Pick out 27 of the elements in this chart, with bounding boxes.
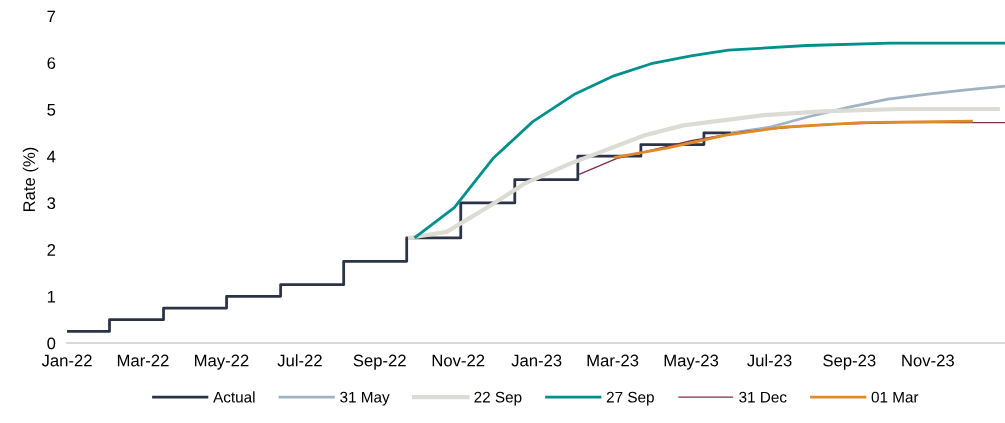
legend-label: 22 Sep [474, 391, 522, 406]
x-tick-label: Sep-22 [353, 354, 406, 370]
legend-label: 31 Dec [739, 391, 787, 403]
x-tick-label: Jan-22 [41, 354, 92, 367]
x-tick-label: Nov-23 [902, 354, 954, 367]
y-tick-label: 2 [47, 244, 56, 256]
x-tick-label: May-23 [664, 354, 719, 370]
legend-label: Actual [213, 391, 255, 403]
legend-label: 01 Mar [871, 391, 919, 403]
x-tick-label: Jan-23 [511, 354, 562, 367]
x-tick-label: Jul-22 [277, 354, 322, 367]
x-tick-label: Nov-22 [432, 354, 485, 367]
y-axis-title: Rate (%) [22, 147, 39, 212]
y-tick-label: 4 [47, 150, 56, 163]
y-tick-label: 0 [47, 337, 56, 350]
x-tick-label: Jul-23 [747, 354, 792, 367]
y-tick-label: 3 [47, 197, 56, 210]
x-tick-label: Mar-23 [587, 354, 639, 367]
y-tick-label: 5 [47, 104, 56, 116]
legend-label: 27 Sep [606, 391, 654, 406]
x-tick-label: Mar-22 [117, 354, 169, 367]
legend-label: 31 May [340, 391, 390, 406]
y-tick-label: 6 [47, 57, 56, 69]
y-tick-label: 1 [47, 290, 56, 303]
x-tick-label: Sep-23 [823, 354, 876, 370]
y-tick-label: 7 [47, 10, 56, 23]
x-tick-label: May-22 [195, 354, 249, 370]
